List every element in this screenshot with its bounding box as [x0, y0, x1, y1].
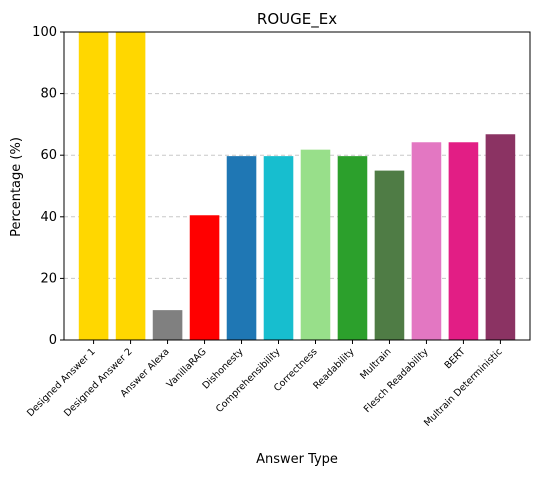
y-axis-label: Percentage (%): [9, 137, 24, 237]
plot-frame: [63, 31, 531, 341]
y-tick-label: 20: [40, 271, 57, 286]
x-tick-label: Designed Answer 2: [62, 346, 135, 419]
chart-title: ROUGE_Ex: [257, 10, 337, 29]
y-tick-label: 80: [40, 87, 57, 102]
y-tick-label: 60: [40, 148, 57, 163]
bar: [152, 310, 183, 340]
bars: [78, 32, 516, 340]
bar: [374, 170, 405, 340]
x-tick-label: Comprehensibility: [214, 346, 283, 415]
bar: [78, 32, 109, 340]
y-tick-label: 0: [49, 333, 57, 348]
bar: [485, 134, 516, 340]
y-tick-label: 40: [40, 210, 57, 225]
bar: [115, 32, 146, 340]
bar: [337, 156, 368, 340]
y-tick-label: 100: [32, 25, 57, 40]
bar: [411, 142, 442, 340]
x-axis-label: Answer Type: [256, 452, 338, 467]
x-tick-label: Flesch Readability: [362, 346, 431, 415]
x-tick-label: BERT: [443, 346, 468, 371]
bar: [226, 156, 257, 340]
bar: [189, 215, 220, 340]
x-tick-label: Multrain Deterministic: [422, 346, 504, 428]
bar: [263, 156, 294, 340]
bar: [448, 142, 479, 340]
bar: [300, 149, 331, 340]
x-tick-label: Multrain: [358, 346, 393, 381]
x-tick-label: Designed Answer 1: [25, 346, 98, 419]
